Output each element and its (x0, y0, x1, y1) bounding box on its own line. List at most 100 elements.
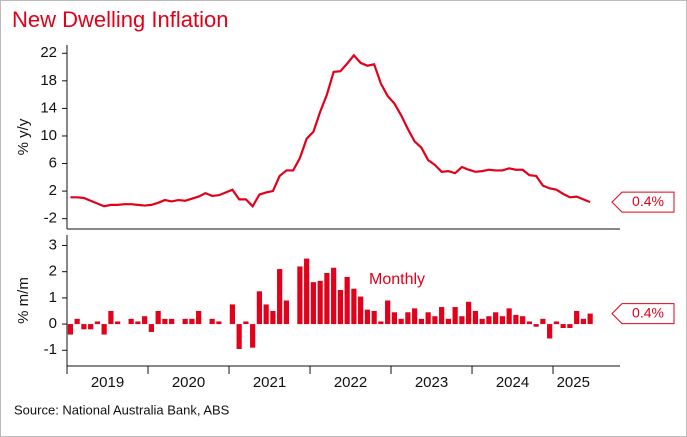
bar (506, 308, 512, 325)
x-tick-label: 2020 (172, 374, 205, 391)
bar (148, 324, 154, 332)
bar (108, 310, 114, 325)
value-label: 0.4% (632, 193, 664, 209)
bar (385, 300, 391, 325)
bar (135, 321, 141, 325)
bar (425, 312, 431, 325)
y-tick-label: 3 (49, 236, 57, 253)
bar (520, 316, 526, 325)
y-axis-label: % m/m (15, 277, 32, 324)
bar (128, 318, 134, 325)
bar (567, 324, 573, 329)
bar (378, 321, 384, 325)
x-tick-label: 2022 (334, 374, 367, 391)
bar (115, 321, 121, 325)
y-tick-label: 22 (40, 44, 57, 61)
y-tick-label: 1 (49, 289, 57, 306)
bar (74, 318, 80, 325)
bar (263, 304, 269, 325)
bar (142, 316, 148, 325)
bar (405, 312, 411, 325)
y-tick-label: 14 (40, 99, 57, 116)
bar (88, 324, 94, 330)
bar (94, 321, 100, 325)
bar (547, 324, 553, 339)
y-tick-label: 2 (49, 263, 57, 280)
bar (182, 318, 188, 325)
callout (611, 191, 675, 213)
chart-title: New Dwelling Inflation (12, 7, 228, 32)
bar (250, 324, 256, 348)
y-tick-label: 18 (40, 72, 57, 89)
bar (540, 318, 546, 325)
y-tick-label: 0 (49, 315, 57, 332)
bar (243, 321, 249, 325)
bar (67, 324, 73, 335)
bar (459, 316, 465, 325)
bar (553, 321, 559, 325)
y-tick-label: -1 (44, 341, 57, 358)
source: Source: National Australia Bank, ABS (14, 402, 230, 417)
bar (445, 318, 451, 325)
bar (331, 267, 337, 325)
bar (499, 316, 505, 325)
bar (526, 321, 532, 325)
bar (371, 310, 377, 325)
bar (364, 309, 370, 325)
value-label: 0.4% (632, 304, 664, 320)
line (70, 53, 591, 209)
y-tick-label: 2 (49, 182, 57, 199)
bar (574, 310, 580, 325)
bar (324, 272, 330, 325)
bar (472, 310, 478, 325)
bar (209, 318, 215, 325)
bar (439, 307, 445, 325)
bar (256, 291, 262, 325)
bar (337, 290, 343, 325)
bar (283, 300, 289, 325)
bar (466, 301, 472, 325)
bar (513, 314, 519, 325)
bar (270, 310, 276, 325)
bar (479, 318, 485, 325)
y-tick-label: 6 (49, 155, 57, 172)
bar (432, 316, 438, 325)
bar (412, 308, 418, 325)
bar (344, 276, 350, 325)
bar (418, 318, 424, 325)
bar (162, 318, 168, 325)
bar (196, 310, 202, 325)
x-tick-label: 2023 (415, 374, 448, 391)
bar (391, 312, 397, 325)
callout (611, 303, 675, 325)
y-axis-label: % y/y (15, 118, 32, 155)
bar (155, 310, 161, 325)
bar (297, 266, 303, 325)
bar (317, 280, 323, 325)
bar (580, 318, 586, 325)
bar (310, 282, 316, 325)
bar (486, 316, 492, 325)
annotation: Monthly (369, 271, 425, 288)
y-tick-label: 10 (40, 127, 57, 144)
bar (493, 312, 499, 325)
bar (560, 324, 566, 329)
bar (216, 321, 222, 325)
bar (169, 318, 175, 325)
bar (533, 324, 539, 327)
x-tick-label: 2021 (253, 374, 286, 391)
y-tick-label: -2 (44, 210, 57, 227)
x-tick-label: 2019 (91, 374, 124, 391)
bar (81, 324, 87, 330)
bar (101, 324, 107, 335)
bar (236, 324, 242, 349)
bar (304, 258, 310, 325)
bar (358, 296, 364, 325)
x-tick-label: 2025 (557, 374, 590, 391)
bar (587, 313, 593, 325)
bar (452, 307, 458, 325)
bar (351, 288, 357, 325)
bar (398, 318, 404, 325)
